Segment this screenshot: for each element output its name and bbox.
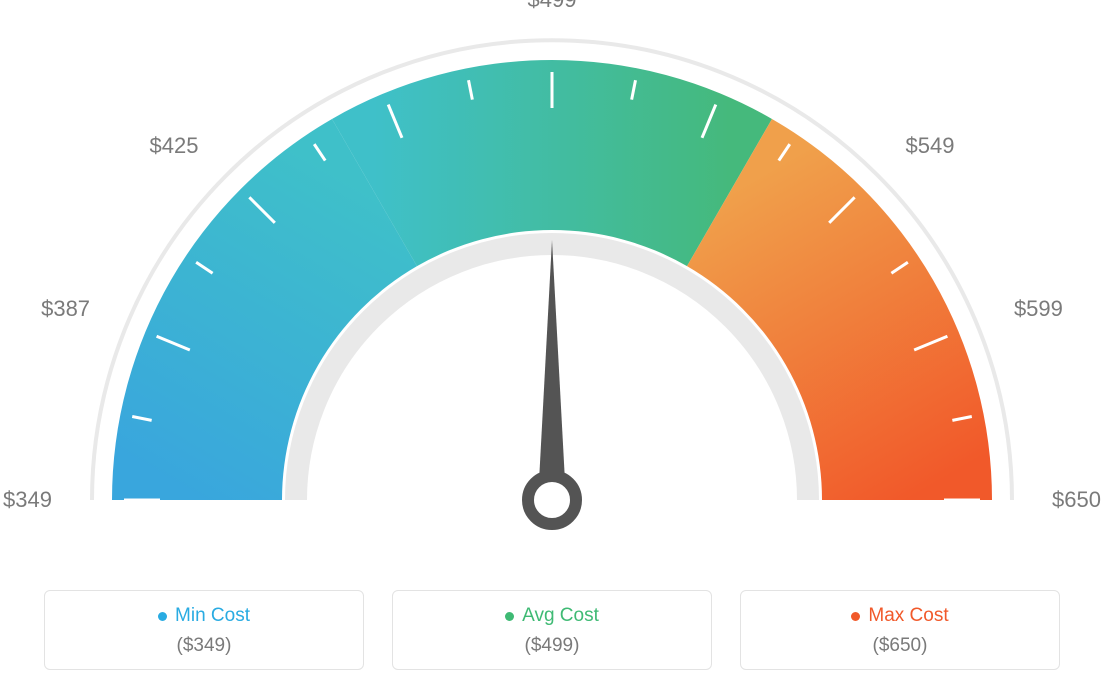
legend-title-max: Max Cost [851, 605, 948, 627]
gauge-area: $349 $387 $425 $499 $549 $599 $650 [0, 0, 1104, 580]
gauge-chart-container: $349 $387 $425 $499 $549 $599 $650 Min Cost ($… [0, 0, 1104, 690]
legend-card-min: Min Cost ($349) [44, 590, 364, 670]
tick-label: $549 [906, 133, 955, 159]
legend-row: Min Cost ($349) Avg Cost ($499) Max Cost… [0, 590, 1104, 670]
legend-label: Min Cost [175, 605, 250, 627]
legend-title-min: Min Cost [158, 605, 250, 627]
tick-label: $650 [1052, 487, 1101, 513]
legend-label: Max Cost [868, 605, 948, 627]
legend-value: ($650) [751, 635, 1049, 657]
legend-title-avg: Avg Cost [505, 605, 599, 627]
dot-icon [158, 612, 167, 621]
legend-card-max: Max Cost ($650) [740, 590, 1060, 670]
tick-label: $425 [149, 133, 198, 159]
tick-label: $499 [528, 0, 577, 13]
dot-icon [851, 612, 860, 621]
tick-label: $349 [3, 487, 52, 513]
gauge-svg [0, 0, 1104, 580]
legend-value: ($499) [403, 635, 701, 657]
dot-icon [505, 612, 514, 621]
legend-label: Avg Cost [522, 605, 599, 627]
tick-label: $387 [41, 296, 90, 322]
legend-card-avg: Avg Cost ($499) [392, 590, 712, 670]
legend-value: ($349) [55, 635, 353, 657]
tick-label: $599 [1014, 296, 1063, 322]
